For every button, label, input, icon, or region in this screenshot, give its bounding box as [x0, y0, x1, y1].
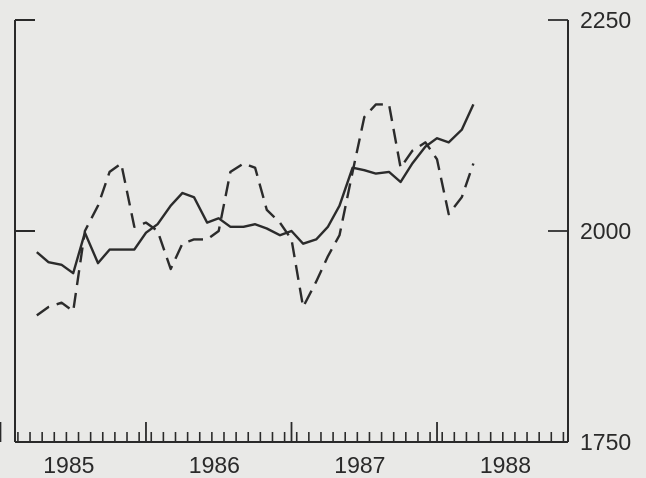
axis-tick-labels: 2250 2000 1750 1985 1986 1987 1988 — [43, 7, 631, 478]
y-tick-label: 1750 — [580, 429, 631, 455]
series-lines — [36, 103, 475, 317]
y-tick-label: 2000 — [580, 218, 631, 244]
x-tick-label: 1987 — [334, 452, 385, 478]
axis-ticks — [0, 19, 568, 443]
x-tick-label: 1988 — [480, 452, 531, 478]
series-line-solid — [36, 103, 475, 275]
x-tick-label: 1986 — [189, 452, 240, 478]
y-tick-label: 2250 — [580, 7, 631, 33]
series-line-dashed — [36, 103, 475, 317]
x-tick-label: 1985 — [43, 452, 94, 478]
